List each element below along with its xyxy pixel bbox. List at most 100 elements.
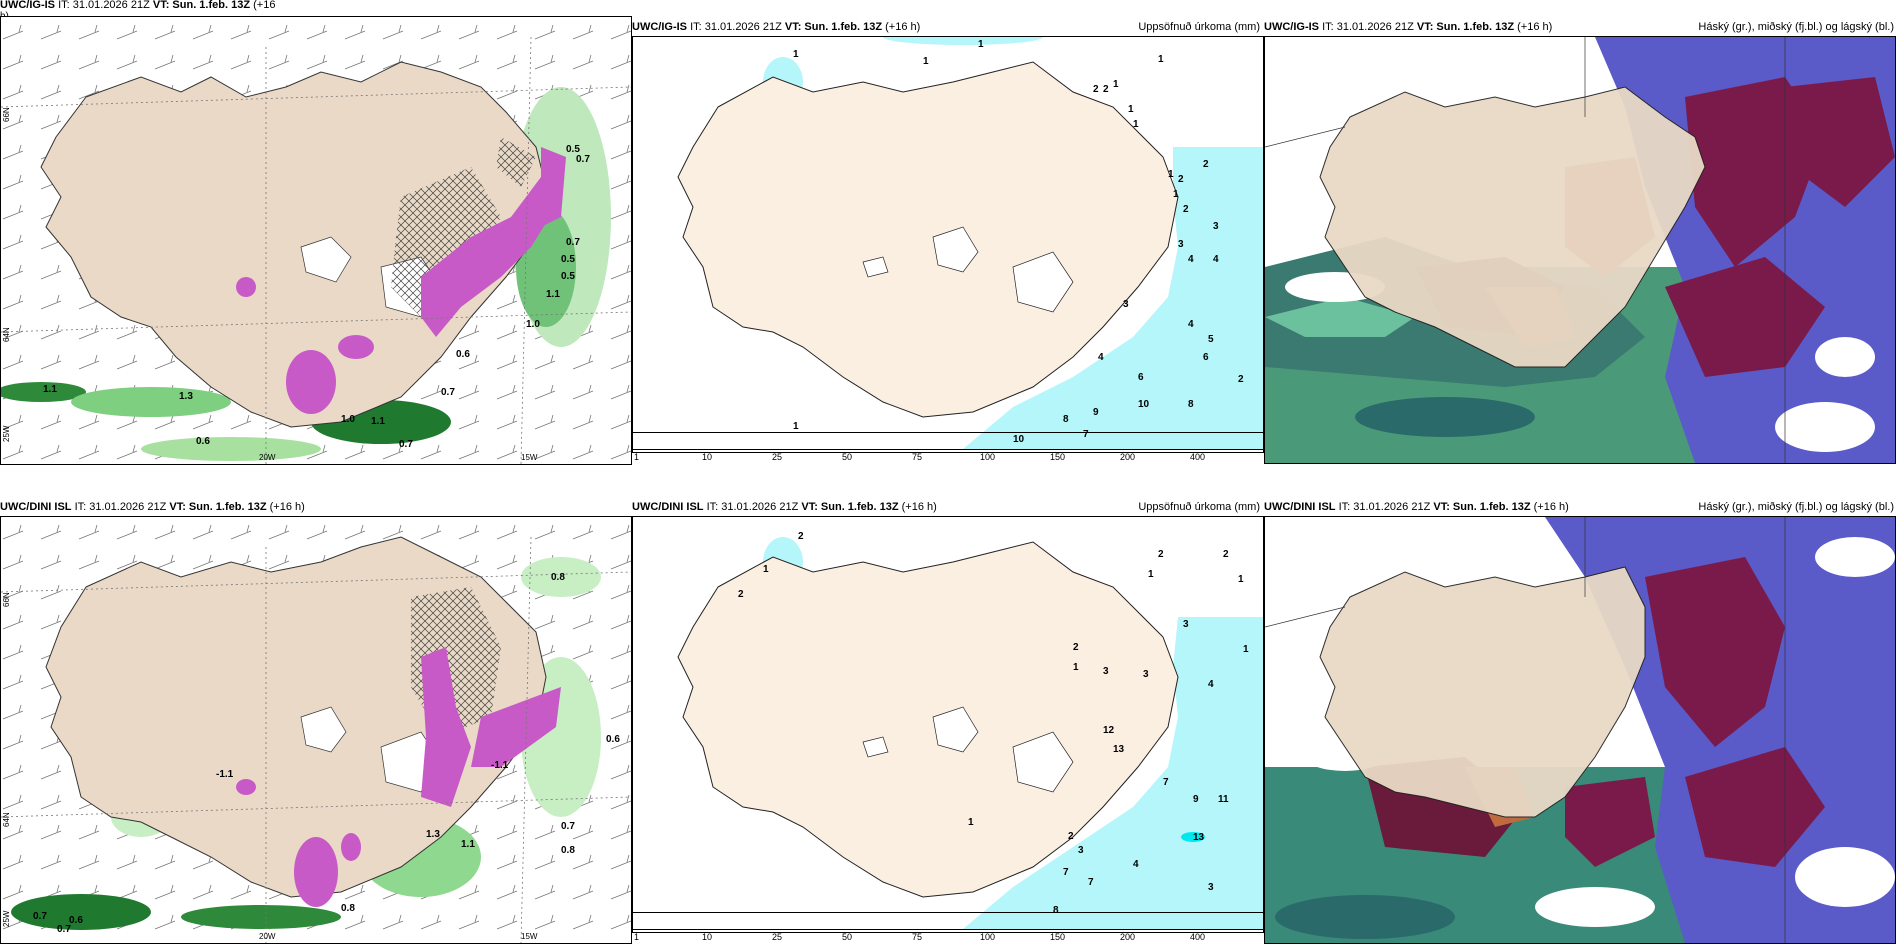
panel-title: UWC/IG-IS IT: 31.01.2026 21Z VT: Sun. 1.…	[1264, 21, 1553, 33]
precip-label: 9	[1093, 407, 1099, 418]
colorbar-tick: 10	[702, 452, 713, 462]
precip-label: 3	[1178, 239, 1184, 250]
temp-label: 0.6	[69, 915, 83, 926]
precip-label: 3	[1103, 666, 1109, 677]
wind-temperature-map: 0.5 0.7 0.5 0.7 0.5 1.0 1.1 1.1 0.6 0.7 …	[1, 17, 631, 464]
precip-label: 2	[1183, 204, 1189, 215]
cloud-cover-map	[1265, 517, 1895, 943]
precip-label: 2	[1158, 549, 1164, 560]
temp-label: 0.7	[399, 439, 413, 450]
precip-label: 1	[1133, 119, 1139, 130]
temp-label: 0.6	[196, 436, 210, 447]
precip-label: 2	[1238, 374, 1244, 385]
precip-label: 1	[1168, 169, 1174, 180]
precip-label: 2	[1223, 549, 1229, 560]
precip-label: 5	[1208, 334, 1214, 345]
colorbar-tick: 50	[842, 452, 853, 462]
precip-label: 4	[1213, 254, 1219, 265]
iceland-landmass	[677, 541, 1179, 898]
cloud-cover-map	[1265, 37, 1895, 463]
iceland-landmass	[677, 61, 1179, 418]
colorbar-tick: 50	[842, 932, 853, 942]
panel-right-title: Háský (gr.), miðský (fj.bl.) og lágský (…	[1698, 501, 1894, 513]
map-frame: 0.8 0.6 0.7 0.8 0.7 0.6 0.7 0.8 -1.1 -1.…	[0, 516, 632, 944]
precip-label: 7	[1063, 867, 1069, 878]
temp-label: 1.1	[371, 416, 385, 427]
panel-precip-dini: UWC/DINI ISL IT: 31.01.2026 21Z VT: Sun.…	[632, 480, 1264, 942]
precip-label: 2	[1068, 831, 1074, 842]
iceland-landmass	[1319, 566, 1646, 818]
lon-label: 25W	[2, 425, 11, 442]
precip-label: 2	[738, 589, 744, 600]
lon-label: 20W	[259, 453, 276, 462]
colorbar-tick: 1	[634, 452, 640, 462]
precip-label: 2	[1073, 642, 1079, 653]
temp-label: 0.7	[566, 237, 580, 248]
iceland-landmass	[1319, 86, 1706, 368]
panel-title: UWC/DINI ISL IT: 31.01.2026 21Z VT: Sun.…	[632, 501, 937, 513]
colorbar-tick: 200	[1120, 452, 1136, 462]
precip-label: 1	[1073, 662, 1079, 673]
precip-label: 3	[1123, 299, 1129, 310]
lat-label: 66N	[2, 107, 11, 122]
map-frame: 0.5 0.7 0.5 0.7 0.5 1.0 1.1 1.1 0.6 0.7 …	[0, 16, 632, 465]
panel-title: UWC/DINI ISL IT: 31.01.2026 21Z VT: Sun.…	[1264, 501, 1569, 513]
precip-label: 1	[1148, 569, 1154, 580]
precip-label: 2	[1178, 174, 1184, 185]
colorbar-tick: 150	[1050, 452, 1066, 462]
map-frame	[1264, 516, 1896, 944]
temp-label: 1.0	[341, 414, 355, 425]
precip-label: 1	[1243, 644, 1249, 655]
precip-label: 1	[1113, 79, 1119, 90]
temp-label: 0.6	[456, 349, 470, 360]
temp-label: 1.3	[179, 391, 193, 402]
colorbar-tick: 100	[980, 932, 996, 942]
precip-label: 3	[1078, 845, 1084, 856]
temp-label: 0.7	[57, 924, 71, 935]
panel-right-title: Uppsöfnuð úrkoma (mm)	[1138, 21, 1260, 33]
precip-label: 1	[968, 817, 974, 828]
temp-label: 0.7	[441, 387, 455, 398]
precip-label: 1	[793, 49, 799, 60]
panel-precip-igis: UWC/IG-IS IT: 31.01.2026 21Z VT: Sun. 1.…	[632, 0, 1264, 462]
map-frame: 2 1 2 2 2 1 1 3 3 4 1 2 1 3 12 13 7 9 11…	[632, 516, 1264, 930]
precip-label: 4	[1098, 352, 1104, 363]
precip-label: 10	[1013, 434, 1025, 445]
magenta-precip-area	[236, 647, 561, 907]
glacier	[862, 256, 889, 278]
temp-label: 0.5	[566, 144, 580, 155]
colorbar-tick: 150	[1050, 932, 1066, 942]
precip-label: 8	[1063, 414, 1069, 425]
precip-label: 6	[1138, 372, 1144, 383]
temp-label: 0.8	[551, 572, 565, 583]
lat-label: 64N	[2, 327, 11, 342]
precip-label: 4	[1208, 679, 1214, 690]
colorbar	[632, 912, 1264, 933]
temp-label: -1.1	[216, 769, 234, 780]
lat-label: 66N	[2, 592, 11, 607]
precip-label: 11	[1218, 794, 1229, 805]
precip-label: 6	[1203, 352, 1209, 363]
precipitation-map: 2 1 2 2 2 1 1 3 3 4 1 2 1 3 12 13 7 9 11…	[633, 517, 1263, 929]
glacier	[932, 226, 979, 273]
lon-label: 20W	[259, 932, 276, 941]
glacier	[300, 706, 347, 753]
colorbar-tick: 400	[1190, 452, 1206, 462]
wind-temperature-map: 0.8 0.6 0.7 0.8 0.7 0.6 0.7 0.8 -1.1 -1.…	[1, 517, 631, 943]
temp-label: 0.8	[561, 845, 575, 856]
precip-label: 8	[1188, 399, 1194, 410]
colorbar-tick: 10	[702, 932, 713, 942]
glacier	[1012, 251, 1074, 313]
colorbar-tick: 75	[912, 452, 923, 462]
panel-wind-temp-dini: UWC/DINI ISL IT: 31.01.2026 21Z VT: Sun.…	[0, 480, 632, 944]
precipitation-map: 1 1 2 2 1 1 1 1 1 2 2 1 2 3 3 4 4 3 4 5 …	[633, 37, 1263, 449]
glacier	[932, 706, 979, 753]
temp-label: 0.5	[561, 254, 575, 265]
temp-label: 0.5	[561, 271, 575, 282]
glacier	[862, 736, 889, 758]
precip-label: 1	[763, 564, 769, 575]
colorbar-ticks: 1 10 25 50 75 100 150 200 400	[632, 452, 1264, 464]
precip-label: 3	[1213, 221, 1219, 232]
precip-label: 13	[1193, 832, 1205, 843]
precip-label: 1	[923, 56, 929, 67]
